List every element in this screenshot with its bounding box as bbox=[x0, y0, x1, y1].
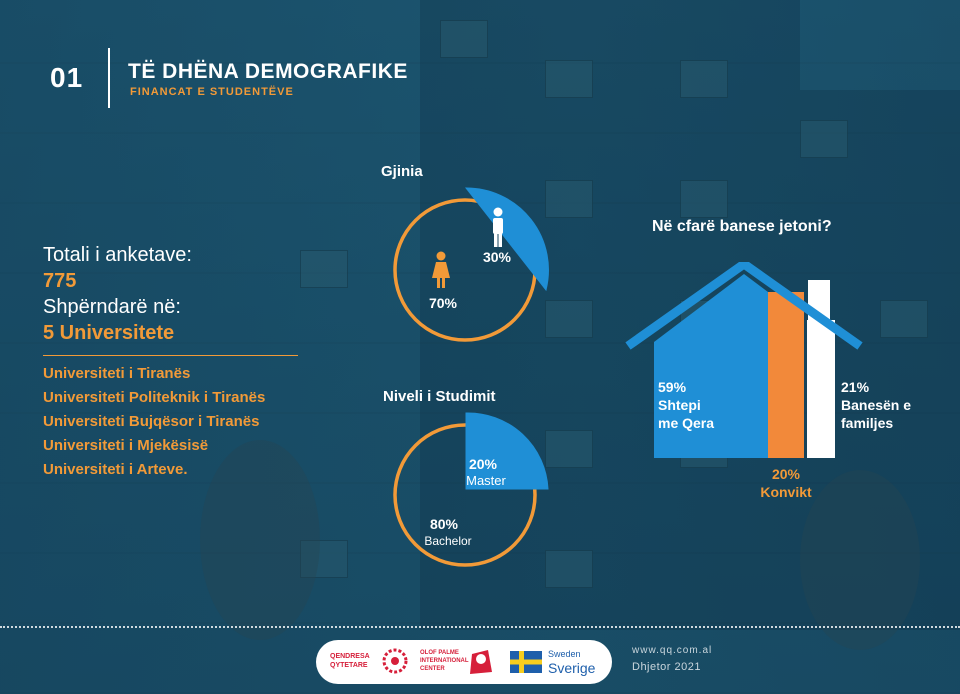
total-label: Totali i anketave: bbox=[43, 244, 192, 266]
olof-palme-line3: CENTER bbox=[420, 666, 445, 672]
male-percent: 30% bbox=[483, 249, 512, 265]
window bbox=[545, 60, 593, 98]
housing-chart: 59% Shtepi me Qera 21% Banesën e familje… bbox=[625, 262, 911, 500]
dorm-label: Konvikt bbox=[760, 484, 812, 500]
footer-divider bbox=[0, 626, 960, 628]
female-percent: 70% bbox=[429, 295, 458, 311]
university-list: Universiteti i Tiranës Universiteti Poli… bbox=[43, 362, 265, 482]
housing-chart-title: Në cfarë banese jetoni? bbox=[652, 218, 832, 235]
window bbox=[680, 60, 728, 98]
university-item: Universiteti Politeknik i Tiranës bbox=[43, 389, 266, 406]
bachelor-label: Bachelor bbox=[424, 534, 471, 548]
page-subtitle: FINANCAT E STUDENTËVE bbox=[130, 86, 294, 98]
study-chart: 20% Master 80% Bachelor bbox=[393, 412, 549, 567]
olof-palme-portrait-icon bbox=[470, 650, 492, 674]
master-label: Master bbox=[466, 473, 506, 488]
dorm-bar bbox=[768, 292, 804, 458]
footer-date: Dhjetor 2021 bbox=[632, 661, 701, 673]
window bbox=[800, 120, 848, 158]
qendresa-emblem-icon bbox=[382, 648, 408, 674]
gender-chart-title: Gjinia bbox=[381, 163, 423, 180]
section-number: 01 bbox=[50, 62, 84, 93]
window bbox=[880, 300, 928, 338]
header-divider bbox=[108, 48, 110, 108]
rent-label-line2: me Qera bbox=[658, 415, 714, 431]
swedish-flag-icon bbox=[510, 651, 542, 673]
rent-bar bbox=[654, 342, 768, 458]
sweden-logo-line2: Sverige bbox=[548, 660, 596, 676]
olof-palme-line2: INTERNATIONAL bbox=[420, 658, 469, 664]
roof-outline bbox=[625, 262, 863, 350]
sweden-logo-line1: Sweden bbox=[548, 649, 581, 659]
family-percent: 21% bbox=[841, 379, 870, 395]
tree bbox=[200, 440, 320, 640]
male-icon bbox=[493, 207, 503, 247]
rent-roof-fill bbox=[654, 274, 768, 342]
window bbox=[545, 180, 593, 218]
master-percent: 20% bbox=[469, 456, 498, 472]
study-chart-title: Niveli i Studimit bbox=[383, 388, 496, 405]
footer-url: www.qq.com.al bbox=[632, 645, 713, 656]
family-label-line1: Banesën e bbox=[841, 397, 911, 413]
university-item: Universiteti i Tiranës bbox=[43, 365, 191, 382]
window bbox=[545, 300, 593, 338]
qendresa-logo-line2: QYTETARE bbox=[330, 662, 368, 669]
dorm-percent: 20% bbox=[772, 466, 801, 482]
family-bar bbox=[807, 320, 835, 458]
qendresa-logo-line1: QENDRESA bbox=[330, 653, 370, 660]
window bbox=[300, 250, 348, 288]
male-slice bbox=[464, 187, 549, 292]
bachelor-percent: 80% bbox=[430, 516, 459, 532]
gender-chart: 30% 70% bbox=[393, 187, 549, 342]
window bbox=[545, 550, 593, 588]
partner-logos: QENDRESA QYTETARE OLOF PALME INTERNATION… bbox=[316, 640, 612, 684]
window bbox=[300, 540, 348, 578]
olof-palme-line1: OLOF PALME bbox=[420, 650, 459, 656]
rent-percent: 59% bbox=[658, 379, 687, 395]
university-item: Universiteti i Arteve. bbox=[43, 461, 188, 478]
page-title: TË DHËNA DEMOGRAFIKE bbox=[128, 60, 408, 83]
master-slice bbox=[465, 412, 549, 490]
total-value: 775 bbox=[43, 270, 77, 292]
summary-divider bbox=[43, 355, 298, 356]
rent-label-line1: Shtepi bbox=[658, 397, 701, 413]
tree bbox=[800, 470, 920, 650]
window bbox=[680, 180, 728, 218]
window bbox=[440, 20, 488, 58]
female-icon bbox=[432, 251, 450, 288]
survey-summary: Totali i anketave: 775 Shpërndarë në: 5 … bbox=[43, 242, 192, 346]
spread-value: 5 Universitete bbox=[43, 322, 175, 344]
university-item: Universiteti Bujqësor i Tiranës bbox=[43, 413, 260, 430]
family-label-line2: familjes bbox=[841, 415, 893, 431]
spread-label: Shpërndarë në: bbox=[43, 296, 181, 318]
window bbox=[545, 430, 593, 468]
university-item: Universiteti i Mjekësisë bbox=[43, 437, 209, 454]
bachelor-slice bbox=[393, 423, 537, 567]
